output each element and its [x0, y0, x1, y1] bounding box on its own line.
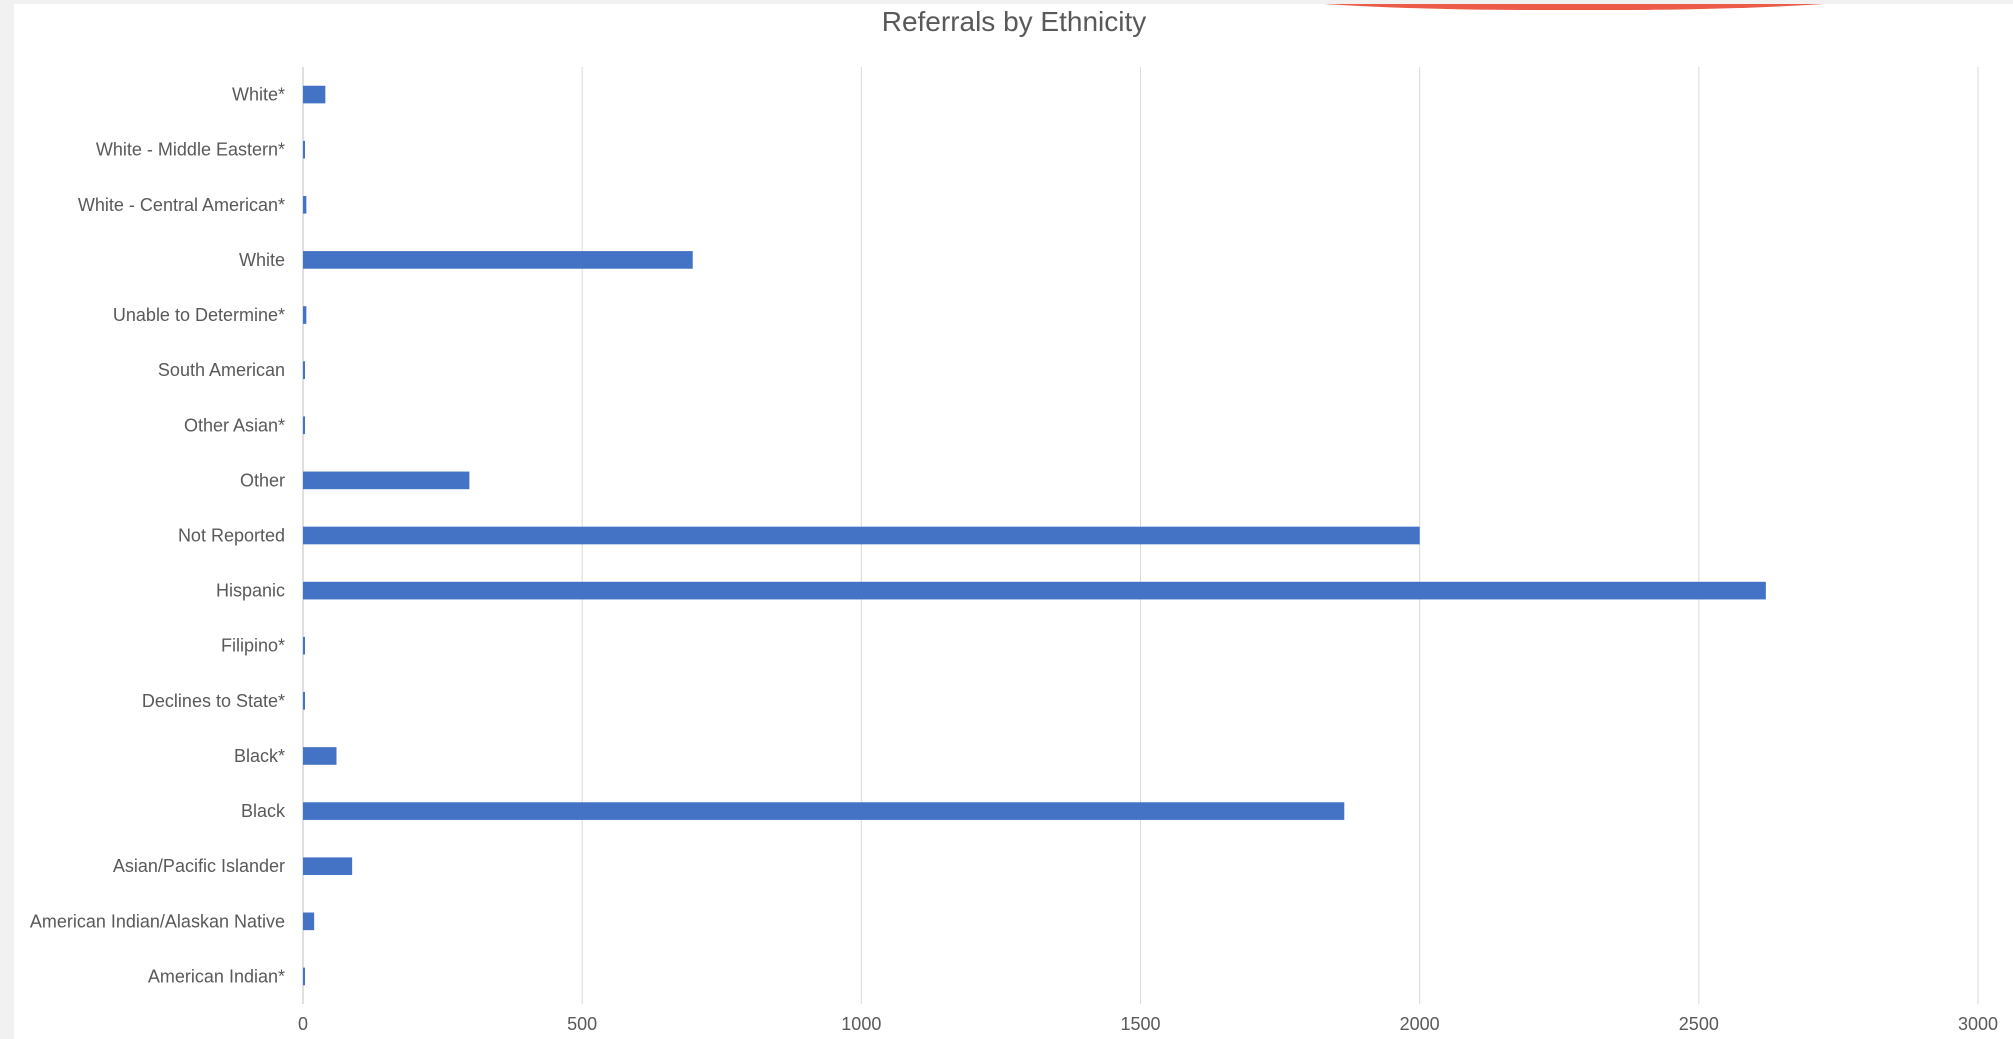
decorative-swoosh: [1134, 4, 2013, 10]
bar: [303, 581, 1766, 600]
category-label: South American: [158, 360, 285, 380]
bar: [303, 857, 353, 876]
category-label: White - Middle Eastern*: [96, 140, 285, 160]
bar: [303, 471, 470, 490]
category-label: Filipino*: [221, 636, 285, 656]
category-label: White: [239, 250, 285, 270]
bar: [303, 416, 305, 435]
category-label: Declines to State*: [142, 691, 285, 711]
x-tick-label: 2000: [1400, 1014, 1440, 1034]
bar: [303, 692, 305, 710]
category-label: Black: [241, 801, 286, 821]
chart-canvas: Referrals by Ethnicity 0 500 1000 1500 2000 2…: [14, 4, 2013, 1039]
bar: [303, 526, 1420, 545]
category-label: Unable to Determine*: [113, 305, 285, 325]
x-tick-label: 1500: [1120, 1014, 1160, 1034]
category-label: American Indian/Alaskan Native: [30, 911, 285, 931]
category-label: Black*: [234, 746, 285, 766]
category-label: White - Central American*: [78, 195, 285, 215]
bar: [303, 140, 305, 159]
bar: [303, 306, 307, 324]
bar: [303, 967, 305, 986]
category-label: Asian/Pacific Islander: [113, 856, 285, 876]
bar: [303, 747, 337, 765]
category-label: Hispanic: [216, 581, 285, 601]
category-label: Other: [240, 470, 285, 490]
x-tick-label: 1000: [841, 1014, 881, 1034]
chart-title: Referrals by Ethnicity: [881, 6, 1147, 37]
x-tick-label: 500: [567, 1014, 597, 1034]
category-label: White*: [232, 85, 285, 105]
bar: [303, 195, 307, 214]
category-label: Not Reported: [178, 526, 285, 546]
bar: [303, 802, 1345, 820]
bar: [303, 361, 305, 379]
x-tick-label: 3000: [1958, 1014, 1998, 1034]
bar: [303, 636, 305, 655]
bar-chart: 0 500 1000 1500 2000 2500 3000 White* White - Mi…: [30, 67, 1998, 1034]
x-tick-label: 2500: [1679, 1014, 1719, 1034]
category-label: American Indian*: [148, 966, 285, 986]
bar: [303, 912, 315, 931]
category-label: Other Asian*: [184, 415, 285, 435]
x-tick-label: 0: [298, 1014, 308, 1034]
bar: [303, 251, 693, 269]
bar: [303, 85, 326, 104]
